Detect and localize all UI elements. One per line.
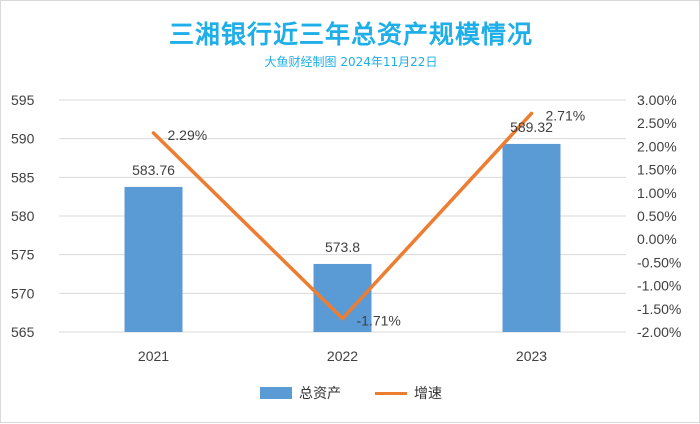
growth-point <box>530 111 533 115</box>
y-right-tick-label: 1.50% <box>637 162 677 178</box>
legend-label-assets: 总资产 <box>299 386 341 402</box>
y-right-tick-label: 3.00% <box>637 92 677 108</box>
axes: 565 570 575 580 585 590 595 -2.00% -1.50% -1.00% -… <box>11 92 681 364</box>
chart-subtitle: 大鱼财经制图 2024年11月22日 <box>264 55 438 69</box>
legend-swatch-line <box>375 391 407 395</box>
y-right-tick-label: 0.00% <box>637 231 677 247</box>
y-right-tick-label: 2.00% <box>637 138 677 154</box>
line-data-label: 2.29% <box>168 127 208 143</box>
y-right-tick-label: 2.50% <box>637 115 677 131</box>
y-left-tick-label: 585 <box>11 169 35 185</box>
bar-data-label: 589.32 <box>510 119 553 135</box>
y-right-tick-label: 1.00% <box>637 185 677 201</box>
growth-point <box>152 131 155 135</box>
y-right-tick-label: -2.00% <box>637 324 681 340</box>
bar <box>502 143 561 332</box>
y-right-tick-label: -1.00% <box>637 278 681 294</box>
y-left-tick-label: 570 <box>11 285 35 301</box>
chart-title: 三湘银行近三年总资产规模情况 <box>168 20 533 49</box>
y-right-tick-label: -0.50% <box>637 254 681 270</box>
data-labels: 583.76 573.8 589.32 2.29% -1.71% 2.71% <box>132 107 585 328</box>
bar-data-label: 583.76 <box>132 162 175 178</box>
y-left-tick-label: 590 <box>11 131 35 147</box>
legend-item-growth: 增速 <box>375 383 442 403</box>
legend-item-assets: 总资产 <box>260 383 341 403</box>
legend-swatch-bar <box>260 387 292 399</box>
line-data-label: 2.71% <box>546 107 586 123</box>
y-right-tick-label: 0.50% <box>637 208 677 224</box>
bar-series <box>124 143 561 332</box>
y-left-tick-label: 565 <box>11 324 35 340</box>
x-tick-label: 2023 <box>516 348 547 364</box>
y-left-tick-label: 595 <box>11 92 35 108</box>
legend-label-growth: 增速 <box>414 386 442 402</box>
bar-data-label: 573.8 <box>325 239 360 255</box>
x-tick-label: 2022 <box>327 348 358 364</box>
line-data-label: -1.71% <box>357 313 401 329</box>
bar <box>124 186 183 332</box>
x-tick-label: 2021 <box>138 348 169 364</box>
y-right-tick-label: -1.50% <box>637 301 681 317</box>
growth-point <box>341 317 344 321</box>
y-left-tick-label: 580 <box>11 208 35 224</box>
y-left-tick-label: 575 <box>11 247 35 263</box>
legend: 总资产 增速 <box>1 383 700 403</box>
line-series <box>151 111 534 321</box>
